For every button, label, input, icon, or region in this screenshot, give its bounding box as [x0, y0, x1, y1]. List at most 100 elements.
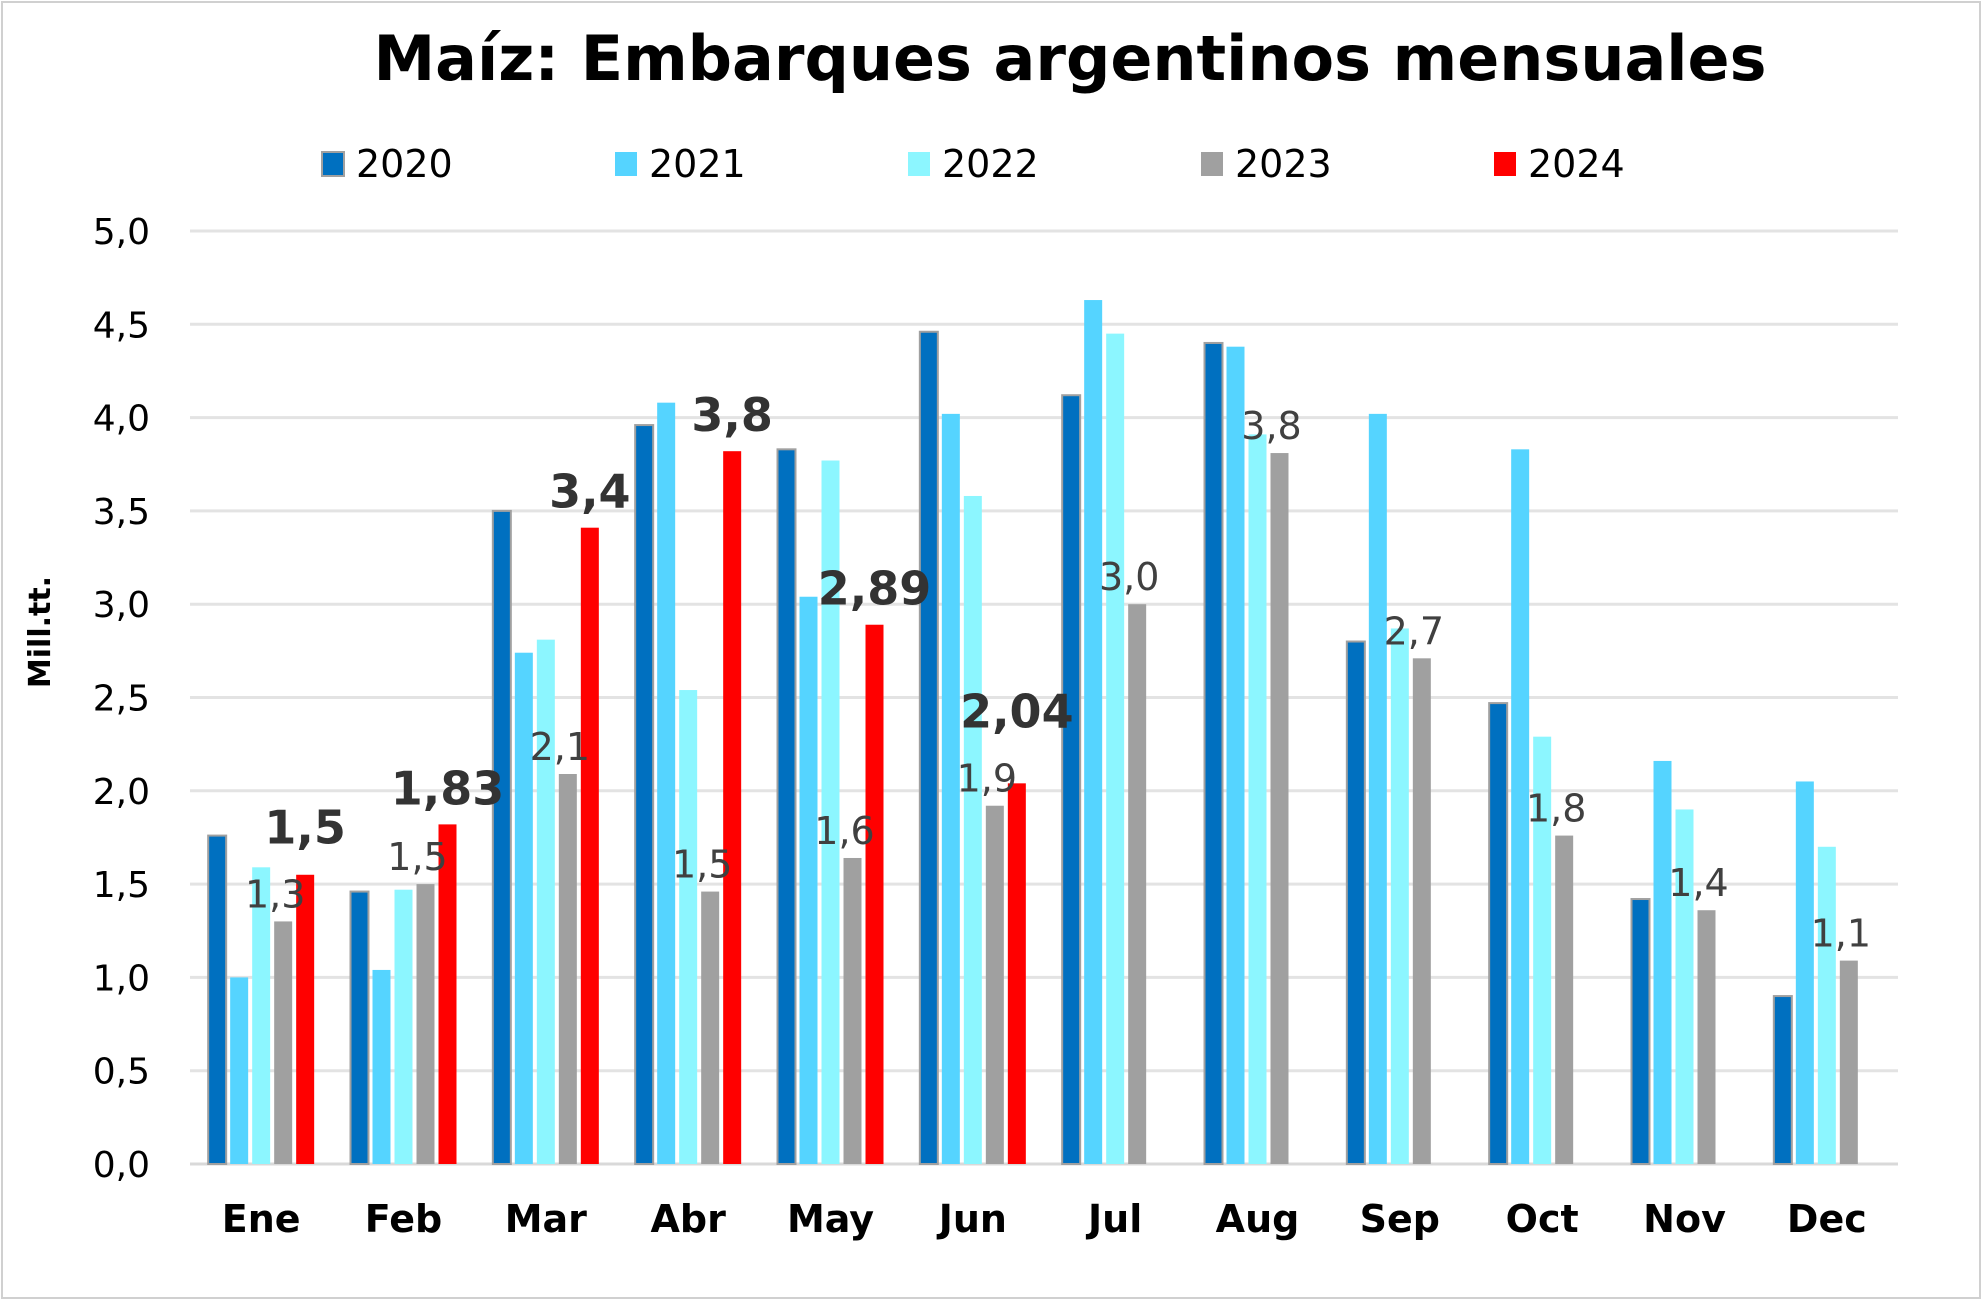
- x-tick-label: Mar: [505, 1197, 587, 1241]
- bar-2021-Jun: [941, 413, 960, 1164]
- bar-2023-Nov: [1697, 910, 1716, 1164]
- data-label-2023: 1,9: [957, 757, 1017, 801]
- bar-2022-Jun: [963, 495, 982, 1164]
- bar-2023-Ene: [274, 921, 293, 1164]
- bar-2023-Feb: [416, 884, 435, 1164]
- y-tick-label: 2,5: [93, 679, 150, 720]
- data-label-2023: 1,5: [387, 835, 447, 879]
- legend-swatch-2022: [908, 152, 930, 176]
- bar-2020-Abr: [634, 424, 655, 1165]
- bar-2024-Feb: [438, 824, 457, 1164]
- bar-2022-May: [821, 460, 840, 1164]
- y-tick-label: 1,0: [93, 958, 150, 999]
- y-axis-label: Mill.tt.: [23, 576, 58, 688]
- bar-2023-Jul: [1128, 604, 1147, 1164]
- x-tick-label: Aug: [1216, 1197, 1300, 1241]
- legend-swatch-2021: [615, 152, 637, 176]
- data-label-2024: 3,4: [549, 465, 631, 519]
- legend-label-2023: 2023: [1235, 142, 1332, 186]
- y-tick-label: 3,0: [93, 585, 150, 626]
- bar-2022-Mar: [536, 639, 555, 1164]
- bar-2021-Abr: [657, 402, 676, 1164]
- bar-2022-Dec: [1817, 846, 1836, 1164]
- y-tick-label: 4,0: [93, 399, 150, 440]
- bar-2021-Mar: [514, 652, 533, 1164]
- bar-2022-Aug: [1248, 434, 1267, 1164]
- bar-2024-Mar: [580, 527, 599, 1164]
- data-label-2023: 1,4: [1668, 861, 1728, 905]
- legend-label-2020: 2020: [356, 142, 453, 186]
- bar-2024-Ene: [296, 874, 315, 1164]
- legend-swatch-2023: [1201, 152, 1223, 176]
- bar-2024-Abr: [723, 451, 742, 1164]
- data-label-2023: 1,6: [814, 809, 874, 853]
- data-label-2024: 2,89: [818, 562, 932, 616]
- bar-2022-Oct: [1533, 736, 1552, 1164]
- y-tick-label: 5,0: [93, 212, 150, 253]
- x-tick-label: Ene: [222, 1197, 301, 1241]
- y-tick-label: 4,5: [93, 305, 150, 346]
- data-label-2023: 2,7: [1384, 609, 1444, 653]
- bar-2023-Aug: [1270, 453, 1289, 1165]
- legend-label-2022: 2022: [942, 142, 1039, 186]
- data-label-2023: 3,0: [1099, 555, 1159, 599]
- bar-2020-Mar: [491, 509, 512, 1165]
- bar-2021-Aug: [1226, 346, 1245, 1164]
- data-label-2023: 1,8: [1526, 787, 1586, 831]
- bar-2021-Feb: [372, 969, 391, 1164]
- bar-2021-Nov: [1653, 760, 1672, 1164]
- x-tick-label: Jun: [936, 1197, 1007, 1241]
- chart-title: Maíz: Embarques argentinos mensuales: [373, 22, 1766, 95]
- bar-2020-Feb: [349, 890, 370, 1166]
- bar-2023-Dec: [1839, 960, 1858, 1164]
- data-label-2024: 2,04: [960, 685, 1074, 739]
- bar-2022-Feb: [394, 889, 413, 1164]
- bar-2023-Mar: [558, 774, 577, 1164]
- data-label-2023: 2,1: [530, 725, 590, 769]
- y-tick-label: 3,5: [93, 492, 150, 533]
- bar-2024-May: [865, 624, 884, 1164]
- y-tick-label: 1,5: [93, 865, 150, 906]
- x-tick-label: May: [787, 1197, 874, 1241]
- bar-2020-Jul: [1061, 394, 1082, 1165]
- data-label-2023: 1,5: [672, 843, 732, 887]
- x-tick-label: Sep: [1360, 1197, 1440, 1241]
- bar-2021-Oct: [1511, 449, 1530, 1164]
- legend-label-2021: 2021: [649, 142, 746, 186]
- bar-2023-Jun: [985, 805, 1004, 1164]
- y-tick-label: 2,0: [93, 772, 150, 813]
- data-label-2023: 1,3: [245, 872, 305, 916]
- y-tick-label: 0,0: [93, 1145, 150, 1186]
- bar-2022-Ene: [252, 867, 271, 1164]
- y-tick-label: 0,5: [93, 1052, 150, 1093]
- bar-2023-Abr: [701, 891, 720, 1164]
- bar-2021-Sep: [1368, 413, 1387, 1164]
- data-label-2024: 3,8: [691, 388, 773, 442]
- x-tick-label: Jul: [1085, 1197, 1142, 1241]
- bar-2020-Oct: [1488, 702, 1509, 1166]
- bar-2020-Jun: [918, 330, 939, 1166]
- bar-2023-Oct: [1555, 835, 1574, 1164]
- data-label-2023: 1,1: [1811, 912, 1871, 956]
- bar-2023-May: [843, 857, 862, 1164]
- bar-2020-Nov: [1630, 898, 1651, 1165]
- x-tick-label: Dec: [1787, 1197, 1867, 1241]
- bar-2024-Jun: [1007, 783, 1026, 1164]
- bar-2022-Nov: [1675, 809, 1694, 1164]
- x-tick-label: Nov: [1643, 1197, 1726, 1241]
- bar-2022-Abr: [679, 690, 698, 1164]
- bar-2020-Sep: [1345, 640, 1366, 1165]
- bar-2020-May: [776, 448, 797, 1165]
- x-tick-label: Abr: [650, 1197, 726, 1241]
- data-label-2023: 3,8: [1241, 404, 1301, 448]
- bar-2022-Jul: [1106, 333, 1125, 1164]
- bar-2021-Jul: [1084, 300, 1103, 1164]
- bar-2021-Ene: [230, 977, 249, 1164]
- bar-2023-Sep: [1412, 658, 1431, 1164]
- data-label-2024: 1,83: [391, 761, 505, 815]
- bar-2020-Ene: [207, 834, 228, 1165]
- legend-swatch-2024: [1494, 152, 1516, 176]
- bar-2022-Sep: [1390, 628, 1409, 1164]
